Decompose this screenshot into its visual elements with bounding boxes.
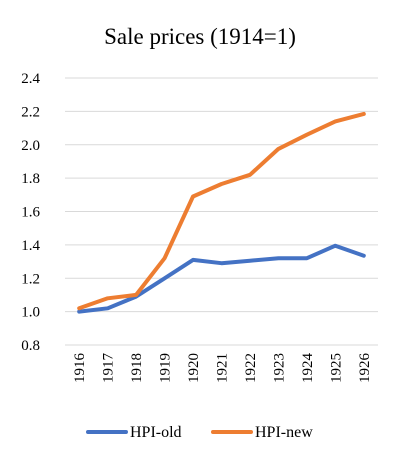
x-tick-label: 1922 [243,353,259,383]
series-lines [77,111,366,314]
x-tick-label: 1916 [72,353,88,384]
y-tick-label: 0.8 [21,338,40,354]
y-tick-label: 1.0 [21,305,40,321]
y-tick-label: 2.4 [21,71,40,87]
x-tick-label: 1919 [158,353,174,383]
x-tick-label: 1917 [101,353,117,384]
x-tick-label: 1925 [328,353,344,383]
x-tick-label: 1924 [300,353,316,384]
gridlines [65,77,378,346]
series-line-hpi-new [77,111,366,311]
x-tick-label: 1920 [186,353,202,383]
x-tick-label: 1918 [129,353,145,383]
chart-title: Sale prices (1914=1) [104,24,296,49]
x-tick-label: 1926 [357,353,373,384]
y-tick-label: 1.2 [21,271,40,287]
x-tick-label: 1921 [215,353,231,383]
legend-label: HPI-old [130,424,182,441]
y-tick-label: 2.0 [21,138,40,154]
y-tick-label: 1.6 [21,205,40,221]
y-tick-label: 1.8 [21,171,40,187]
y-axis-ticks: 0.8 1.0 1.2 1.4 1.6 1.8 2.0 2.2 2.4 [21,71,40,354]
legend: HPI-old HPI-new [86,424,313,441]
x-tick-label: 1923 [271,353,287,383]
series-line-hpi-old [77,243,366,314]
x-axis-ticks: 1916 1917 1918 1919 1920 1921 1922 1923 1924 1925… [72,353,373,384]
y-tick-label: 1.4 [21,238,40,254]
y-tick-label: 2.2 [21,104,40,120]
legend-label: HPI-new [255,424,313,441]
